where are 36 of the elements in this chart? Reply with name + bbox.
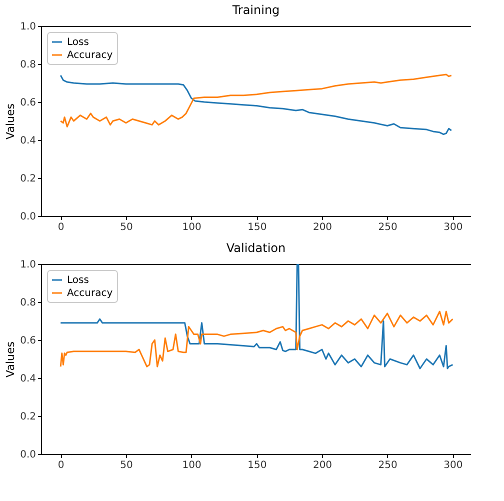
x-tick-label: 250: [378, 460, 398, 471]
x-tick-label: 300: [444, 460, 463, 471]
y-tick-label: 0.6: [20, 98, 36, 108]
x-tick-label: 100: [182, 222, 202, 233]
y-axis-title: Values: [4, 103, 18, 140]
x-tick-label: 300: [444, 222, 463, 233]
y-tick-label: 0.2: [20, 412, 36, 422]
legend-label: Loss: [67, 275, 89, 286]
y-tick-label: 0.4: [20, 374, 36, 384]
x-tick-label: 50: [120, 222, 133, 233]
x-tick-label: 0: [58, 460, 64, 471]
chart-title: Validation: [226, 241, 286, 255]
y-tick-label: 0.0: [20, 212, 36, 222]
y-axis-title: Values: [4, 341, 18, 378]
x-tick-label: 50: [120, 460, 133, 471]
x-tick-label: 150: [248, 460, 267, 471]
x-tick-label: 250: [378, 222, 398, 233]
y-tick-label: 1.0: [20, 260, 36, 270]
x-tick-label: 150: [248, 222, 267, 233]
y-tick-label: 0.8: [20, 298, 36, 308]
y-tick-label: 0.6: [20, 336, 36, 346]
y-tick-label: 0.2: [20, 174, 36, 184]
y-tick-label: 0.4: [20, 136, 36, 146]
legend-label: Accuracy: [67, 50, 113, 61]
legend-label: Loss: [67, 37, 89, 48]
x-tick-label: 200: [312, 222, 332, 233]
x-tick-label: 100: [182, 460, 202, 471]
y-tick-label: 0.8: [20, 60, 36, 70]
y-tick-label: 0.0: [20, 450, 36, 460]
x-tick-label: 0: [58, 222, 64, 233]
y-tick-label: 1.0: [20, 22, 36, 32]
line-series: [60, 264, 454, 370]
x-tick-label: 200: [312, 460, 332, 471]
line-series: [60, 310, 454, 368]
chart-title: Training: [231, 3, 280, 17]
legend-label: Accuracy: [67, 288, 113, 299]
